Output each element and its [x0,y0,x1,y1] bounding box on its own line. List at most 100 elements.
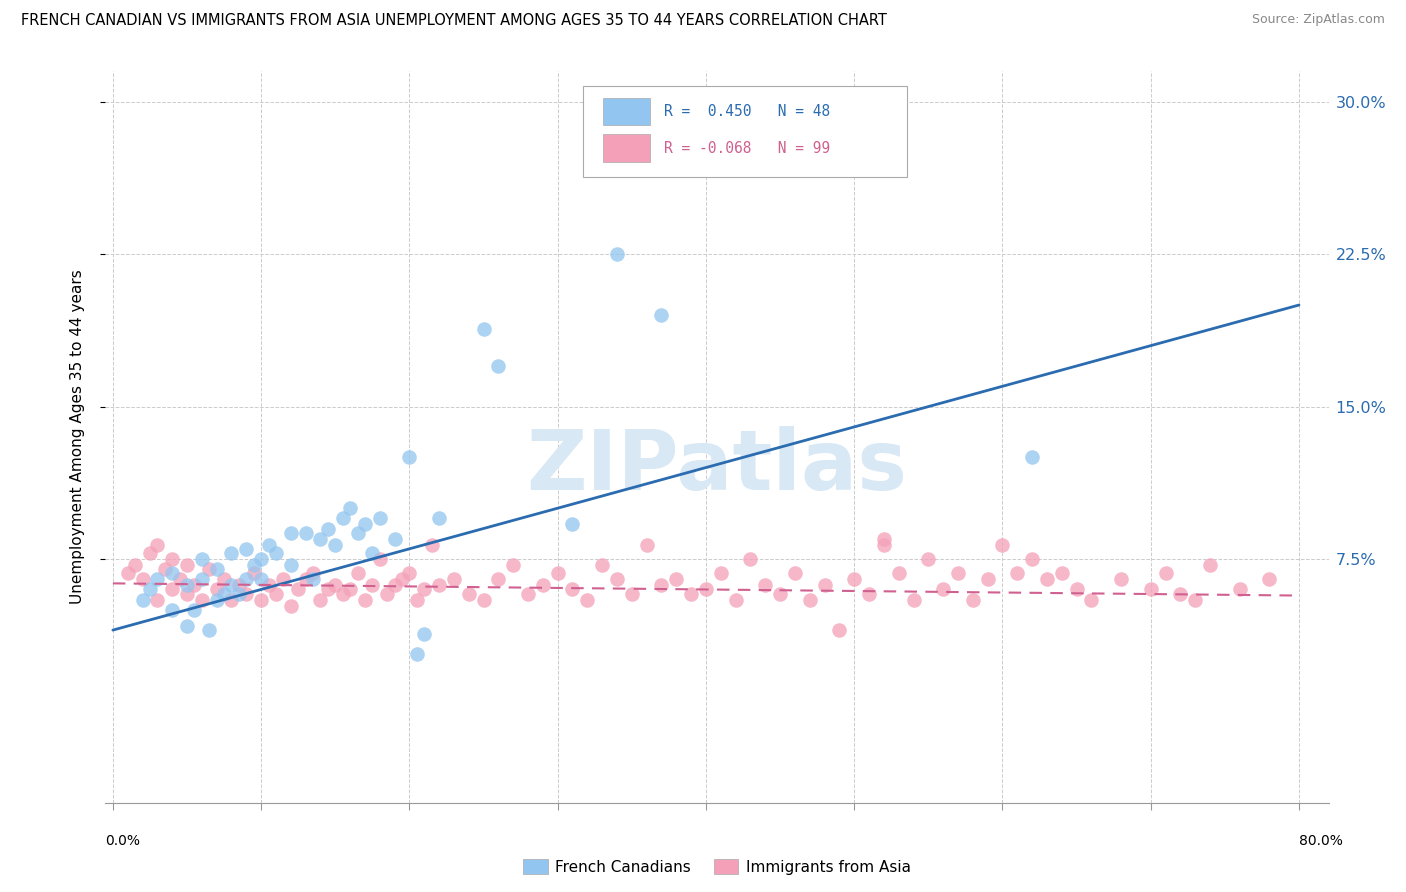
Point [294,572,316,586]
Point [146,538,169,552]
Point [146,572,169,586]
Point [427,511,450,525]
Point [1154,566,1177,581]
Point [309,592,332,607]
Point [250,592,273,607]
Point [339,501,361,516]
Point [1050,566,1073,581]
Point [1080,592,1102,607]
Point [375,586,398,600]
Point [273,572,295,586]
Point [443,572,465,586]
Point [139,546,162,560]
Point [198,562,221,576]
Point [368,552,391,566]
Point [361,578,384,592]
Point [264,586,287,600]
Point [1109,572,1132,586]
Point [316,582,339,597]
Point [576,592,599,607]
Point [160,566,183,581]
Point [235,572,257,586]
Point [606,572,628,586]
Point [169,572,191,586]
Point [368,511,391,525]
Point [212,586,235,600]
Point [873,538,896,552]
Point [242,558,264,573]
Point [176,578,198,592]
Point [620,586,643,600]
Point [665,572,688,586]
Point [191,552,214,566]
Point [139,582,162,597]
Point [405,648,427,662]
Point [724,592,747,607]
Point [361,546,384,560]
Point [228,586,250,600]
Point [1199,558,1222,573]
Point [858,586,880,600]
Point [413,627,436,641]
Point [591,558,613,573]
Point [1021,450,1043,465]
Point [332,511,354,525]
Point [946,566,969,581]
FancyBboxPatch shape [603,135,650,162]
Point [309,532,332,546]
Point [235,541,257,556]
Point [153,562,176,576]
Point [1170,586,1192,600]
Point [650,578,672,592]
Point [873,532,896,546]
Point [932,582,955,597]
Point [131,572,153,586]
Point [354,592,377,607]
Point [813,578,835,592]
Point [486,359,509,373]
Point [962,592,984,607]
Point [486,572,509,586]
Point [561,517,583,532]
Point [384,578,406,592]
Point [257,578,280,592]
Point [191,592,214,607]
Point [257,538,280,552]
Point [650,308,672,322]
Point [160,582,183,597]
Point [1139,582,1161,597]
Point [547,566,569,581]
Point [384,532,406,546]
Point [391,572,413,586]
Text: ZIPatlas: ZIPatlas [527,425,907,507]
Point [242,566,264,581]
Point [221,578,243,592]
Point [1258,572,1281,586]
Point [517,586,540,600]
Y-axis label: Unemployment Among Ages 35 to 44 years: Unemployment Among Ages 35 to 44 years [70,269,84,605]
Point [903,592,925,607]
Point [844,572,866,586]
Point [783,566,806,581]
Point [316,521,339,535]
Point [398,450,420,465]
Point [280,525,302,540]
Point [346,525,368,540]
Point [976,572,998,586]
Point [205,582,228,597]
Point [160,603,183,617]
Point [405,592,427,607]
Text: 80.0%: 80.0% [1299,834,1343,848]
Point [250,572,273,586]
Point [160,552,183,566]
Point [346,566,368,581]
Point [221,546,243,560]
Point [398,566,420,581]
Point [176,586,198,600]
Point [695,582,717,597]
Point [420,538,443,552]
Point [769,586,792,600]
Point [183,603,205,617]
Point [561,582,583,597]
Point [117,566,139,581]
